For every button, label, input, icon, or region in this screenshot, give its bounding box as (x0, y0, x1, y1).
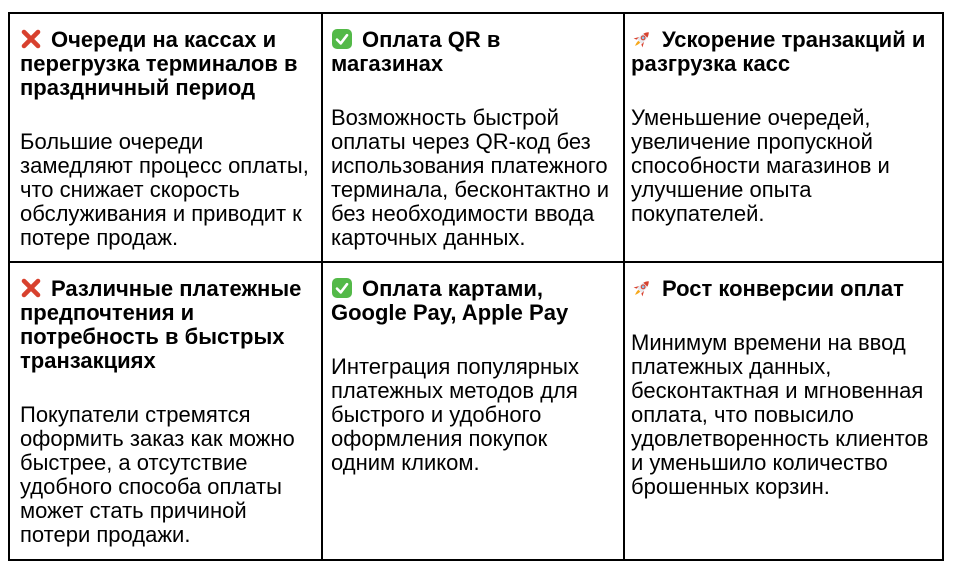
table-cell-solution-qr: Оплата QR в магазинах Возможность быстро… (323, 14, 625, 263)
table-cell-result-speed: Ускорение транзакций и разгрузка касс Ум… (625, 14, 942, 263)
check-mark-icon (331, 28, 353, 50)
check-mark-icon (331, 277, 353, 299)
cell-body-text: Большие очереди замедляют процесс оплаты… (20, 129, 309, 250)
cell-title-text: Оплата QR в магазинах (331, 27, 501, 76)
cell-body-text: Интеграция популярных платежных методов … (331, 354, 579, 475)
rocket-icon (631, 277, 653, 299)
cell-title-text: Очереди на кассах и перегрузка терминало… (20, 27, 298, 100)
table-cell-problem-preferences: Различные платежные предпочтения и потре… (10, 263, 323, 559)
cell-title-text: Оплата картами, Google Pay, Apple Pay (331, 276, 569, 325)
table-cell-result-conversion: Рост конверсии оплат Минимум времени на … (625, 263, 942, 559)
cell-title: Рост конверсии оплат (631, 277, 936, 301)
cell-title: Очереди на кассах и перегрузка терминало… (20, 28, 313, 100)
comparison-table: Очереди на кассах и перегрузка терминало… (8, 12, 944, 561)
cell-body-text: Минимум времени на ввод платежных данных… (631, 330, 929, 499)
cell-body-text: Возможность быстрой оплаты через QR-код … (331, 105, 610, 250)
cell-body-text: Покупатели стремятся оформить заказ как … (20, 402, 295, 547)
cell-title-text: Рост конверсии оплат (662, 276, 904, 301)
rocket-icon (631, 28, 653, 50)
cross-mark-icon (20, 28, 42, 50)
cell-title: Оплата QR в магазинах (331, 28, 617, 76)
table-cell-solution-cards: Оплата картами, Google Pay, Apple Pay Ин… (323, 263, 625, 559)
cell-title-text: Различные платежные предпочтения и потре… (20, 276, 302, 373)
cell-title: Различные платежные предпочтения и потре… (20, 277, 313, 373)
table-cell-problem-queues: Очереди на кассах и перегрузка терминало… (10, 14, 323, 263)
cell-title: Ускорение транзакций и разгрузка касс (631, 28, 936, 76)
cell-body-text: Уменьшение очередей, увеличение пропускн… (631, 105, 890, 226)
cross-mark-icon (20, 277, 42, 299)
cell-title: Оплата картами, Google Pay, Apple Pay (331, 277, 617, 325)
cell-title-text: Ускорение транзакций и разгрузка касс (631, 27, 926, 76)
